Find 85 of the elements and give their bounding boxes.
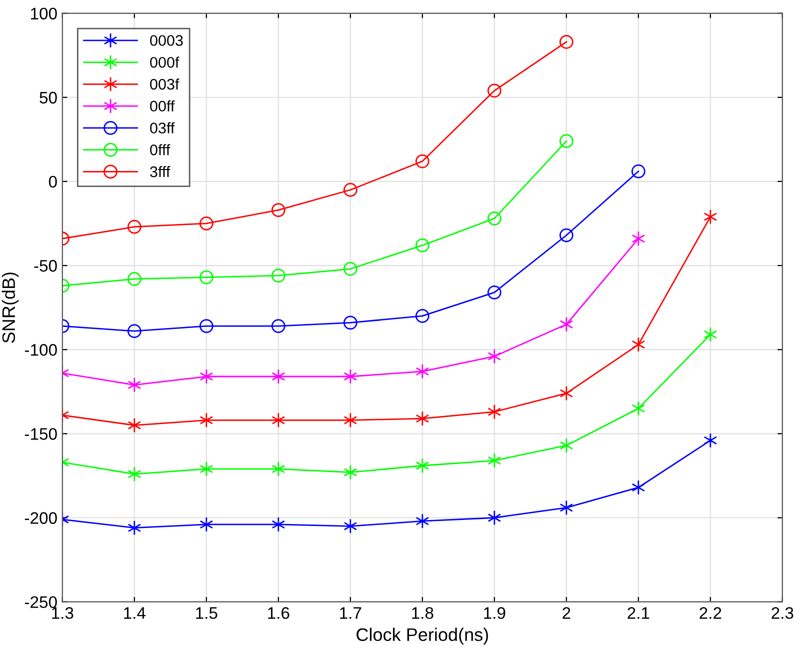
point <box>415 309 430 323</box>
point <box>560 386 574 401</box>
x-tick-label: 1.3 <box>52 607 74 619</box>
point <box>488 348 502 364</box>
point <box>416 458 430 474</box>
point <box>272 368 286 384</box>
x-tick-label: 1.9 <box>484 607 506 619</box>
legend-label: 0fff <box>150 144 170 156</box>
point <box>200 461 214 477</box>
legend-label: 0003 <box>150 35 183 46</box>
point <box>271 268 286 283</box>
legend-label: 03ff <box>150 122 175 134</box>
point <box>200 412 214 428</box>
y-tick-label: 0 <box>48 176 57 188</box>
x-tick-label: 1.7 <box>340 607 362 619</box>
point <box>488 452 502 468</box>
point <box>272 412 286 428</box>
point <box>487 84 502 98</box>
point <box>343 316 358 330</box>
point <box>200 516 214 532</box>
point <box>704 326 718 342</box>
y-tick-label: -250 <box>24 596 57 608</box>
point <box>344 412 358 428</box>
point <box>559 134 574 148</box>
point <box>271 203 286 217</box>
point <box>272 461 286 477</box>
point <box>559 34 574 49</box>
point <box>128 418 142 433</box>
x-tick-label: 1.5 <box>196 607 218 619</box>
point <box>127 220 142 234</box>
point <box>127 324 142 338</box>
point <box>487 285 502 300</box>
y-axis-title: SNR(dB) <box>2 272 19 343</box>
point <box>128 377 142 393</box>
point <box>415 154 430 168</box>
x-tick-label: 2.3 <box>772 607 794 619</box>
point <box>199 270 214 284</box>
point <box>488 404 502 420</box>
point <box>343 182 358 197</box>
y-tick-label: 100 <box>31 8 57 20</box>
point <box>632 480 646 496</box>
point <box>704 209 718 224</box>
point <box>128 466 142 482</box>
point <box>560 438 574 454</box>
point <box>344 518 358 534</box>
point <box>704 432 718 448</box>
point <box>199 216 214 230</box>
y-tick-label: -100 <box>24 344 57 356</box>
point <box>416 364 430 380</box>
legend-label: 00ff <box>150 100 175 112</box>
point <box>344 368 358 384</box>
point <box>487 212 502 226</box>
legend-label: 003f <box>150 78 180 90</box>
point <box>127 272 142 286</box>
y-tick-label: -150 <box>24 428 57 440</box>
point <box>128 520 142 536</box>
point <box>416 410 430 426</box>
point <box>200 368 214 384</box>
point <box>560 500 574 516</box>
x-tick-label: 2.2 <box>700 607 722 619</box>
legend-label: 000f <box>150 56 180 68</box>
x-tick-label: 2 <box>562 607 570 619</box>
point <box>631 164 646 178</box>
point <box>271 319 286 334</box>
point <box>272 516 286 532</box>
point <box>344 464 358 480</box>
x-axis-title: Clock Period(ns) <box>356 628 488 645</box>
y-tick-label: -50 <box>34 260 57 272</box>
point <box>560 316 574 332</box>
point <box>343 262 358 276</box>
y-tick-label: 50 <box>40 92 57 104</box>
x-tick-label: 1.8 <box>412 607 434 619</box>
point <box>488 510 502 526</box>
point <box>199 319 214 334</box>
x-tick-label: 2.1 <box>628 607 650 619</box>
x-tick-label: 1.4 <box>124 607 146 619</box>
legend-label: 3fff <box>150 166 170 178</box>
point <box>632 230 646 246</box>
x-tick-label: 1.6 <box>268 607 290 619</box>
y-tick-label: -200 <box>24 512 57 524</box>
point <box>416 513 430 529</box>
point <box>632 336 646 352</box>
point <box>415 238 430 252</box>
point <box>559 228 574 242</box>
point <box>632 400 646 416</box>
